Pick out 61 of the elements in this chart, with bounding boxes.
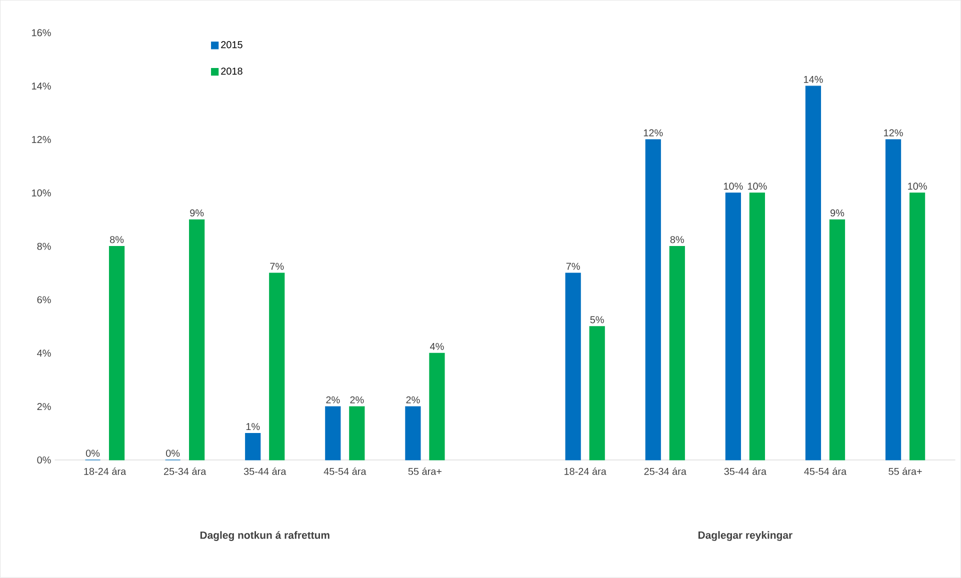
data-label: 10% (748, 182, 767, 190)
data-label: 4% (430, 343, 444, 350)
data-label: 2% (350, 396, 364, 404)
bar (589, 326, 605, 460)
x-tick-label: 25-34 ára (164, 468, 206, 476)
x-tick-label: 18-24 ára (564, 468, 606, 476)
text: Dagleg notkun á rafrettum (200, 531, 330, 542)
data-label: 14% (804, 76, 823, 84)
bar (429, 352, 445, 460)
text: Daglegar reykingar (698, 531, 792, 542)
y-tick-label: 10% (32, 190, 51, 197)
bar (108, 246, 125, 460)
data-label: 1% (246, 423, 260, 430)
data-label: 9% (190, 210, 204, 217)
data-label: 9% (830, 210, 844, 217)
x-tick-label: 35-44 ára (244, 468, 286, 476)
data-label: 10% (724, 182, 743, 190)
bar (669, 246, 685, 460)
bar (725, 192, 741, 460)
y-tick-label: 0% (37, 456, 51, 464)
legend-label: 2018 (221, 68, 242, 75)
y-tick-label: 6% (37, 296, 51, 304)
bar (565, 272, 581, 460)
y-tick-label: 14% (32, 82, 51, 90)
data-label: 8% (110, 236, 124, 244)
data-label: 7% (566, 262, 580, 270)
x-tick-label: 45-54 ára (804, 468, 847, 476)
bar (885, 139, 902, 460)
y-tick-label: 8% (37, 242, 51, 250)
data-label: 8% (670, 236, 684, 244)
bar (405, 406, 421, 460)
data-label: 0% (86, 450, 100, 457)
x-tick-label: 45-54 ára (324, 468, 366, 476)
bar (909, 192, 926, 460)
data-label: 12% (884, 129, 903, 136)
y-tick-label: 2% (37, 403, 51, 410)
data-label: 5% (590, 316, 604, 324)
data-label: 0% (166, 450, 180, 457)
bar (645, 139, 661, 460)
x-tick-label: 55 ára+ (888, 468, 922, 476)
data-label: 7% (270, 262, 284, 270)
x-tick-label: 55 ára+ (408, 468, 442, 476)
bar (269, 272, 285, 460)
data-label: 2% (326, 396, 340, 404)
bar (189, 219, 205, 460)
bar (829, 219, 846, 460)
bar (805, 86, 822, 460)
data-label: 12% (644, 129, 663, 136)
y-tick-label: 16% (32, 29, 51, 36)
bar (349, 406, 365, 460)
x-tick-label: 25-34 ára (644, 468, 686, 476)
x-tick-label: 18-24 ára (84, 468, 126, 476)
data-label: 2% (406, 396, 420, 404)
legend-label: 2015 (221, 41, 242, 48)
y-tick-label: 4% (37, 350, 51, 357)
bar (245, 433, 261, 460)
y-tick-label: 12% (32, 136, 51, 144)
x-tick-label: 35-44 ára (724, 468, 767, 476)
bar (325, 406, 341, 460)
data-label: 10% (908, 182, 927, 190)
bar (749, 192, 765, 460)
